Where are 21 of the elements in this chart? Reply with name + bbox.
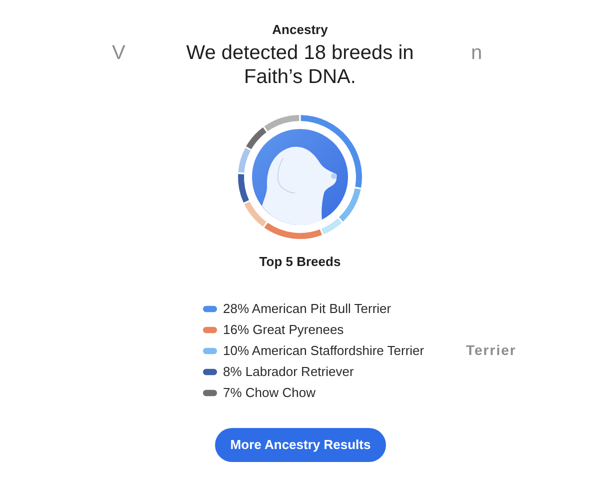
legend-label: 16% Great Pyrenees	[223, 322, 344, 337]
text: V	[112, 42, 126, 65]
donut-slice	[246, 127, 266, 150]
donut-slice	[244, 202, 266, 227]
donut-slice	[300, 115, 362, 188]
legend-title: Top 5 Breeds	[258, 254, 342, 270]
legend-label: 7% Chow Chow	[223, 385, 316, 400]
chart-subtitle: We detected 18 breeds in Faith’s DNA.	[185, 41, 415, 89]
donut-slice	[264, 115, 300, 132]
donut-slice	[238, 174, 249, 203]
button[interactable]: More Ancestry Results	[215, 428, 386, 462]
donut-slice	[338, 188, 361, 222]
legend-label: 10% American Staffordshire Terrier	[223, 343, 425, 358]
legend-label: 8% Labrador Retriever	[223, 364, 354, 379]
donut-slice	[264, 222, 322, 239]
text: Terrier	[466, 342, 516, 358]
text: n	[471, 42, 482, 65]
chart-title: Ancestry	[271, 21, 329, 39]
legend-label: 28% American Pit Bull Terrier	[223, 301, 392, 316]
donut-slice	[321, 218, 342, 234]
donut-slice	[238, 148, 251, 173]
